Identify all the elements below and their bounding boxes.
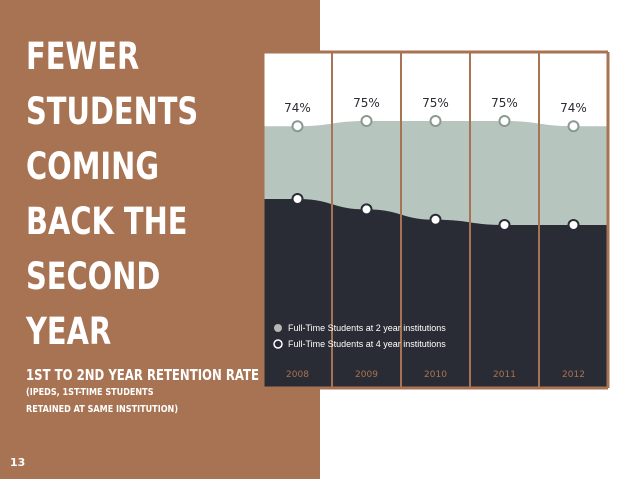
legend-label-2-year: Full-Time Students at 2 year institution… [288, 323, 446, 333]
point-2-year-2009 [360, 203, 373, 216]
point-4-year-2008 [291, 120, 304, 133]
point-2-year-2008 [291, 193, 304, 205]
point-4-year-2009 [360, 115, 373, 127]
point-2-year-2012 [567, 219, 580, 231]
value-label-4-year-2012: 74% [560, 101, 587, 115]
x-tick-2010: 2010 [424, 370, 447, 380]
value-label-2-year-2008: 60% [284, 174, 311, 188]
value-label-4-year-2008: 74% [284, 101, 311, 115]
page-number: 13 [10, 456, 26, 469]
legend-marker-4-year [273, 339, 283, 349]
title-line-4: BACK THE [26, 200, 188, 243]
value-label-2-year-2011: 55% [491, 200, 518, 214]
x-tick-2011: 2011 [493, 370, 516, 380]
value-label-2-year-2009: 58% [353, 184, 380, 198]
source-note-line-2: RETAINED AT SAME INSTITUTION) [26, 404, 179, 415]
title-line-6: YEAR [26, 310, 112, 353]
chart-subtitle: 1ST TO 2ND YEAR RETENTION RATE [26, 366, 259, 384]
value-label-4-year-2009: 75% [353, 96, 380, 110]
x-tick-2009: 2009 [355, 370, 378, 380]
source-note-line-1: (IPEDS, 1ST-TIME STUDENTS [26, 387, 154, 398]
legend-label-4-year: Full-Time Students at 4 year institution… [288, 339, 446, 349]
title-line-2: STUDENTS [26, 90, 199, 133]
title-line-1: FEWER [26, 35, 140, 78]
x-tick-2008: 2008 [286, 370, 309, 380]
point-4-year-2011 [498, 115, 511, 127]
value-label-2-year-2012: 55% [560, 200, 587, 214]
point-2-year-2011 [498, 219, 511, 231]
legend-marker-2-year [274, 324, 282, 332]
area-2-year [263, 199, 608, 360]
point-2-year-2010 [429, 213, 442, 226]
x-tick-2012: 2012 [562, 370, 585, 380]
title-line-3: COMING [26, 145, 160, 188]
value-label-4-year-2010: 75% [422, 96, 449, 110]
title-line-5: SECOND [26, 255, 161, 298]
point-4-year-2012 [567, 120, 580, 133]
value-label-4-year-2011: 75% [491, 96, 518, 110]
point-4-year-2010 [429, 115, 442, 127]
value-label-2-year-2010: 56% [422, 195, 449, 209]
year-strip [263, 360, 608, 388]
